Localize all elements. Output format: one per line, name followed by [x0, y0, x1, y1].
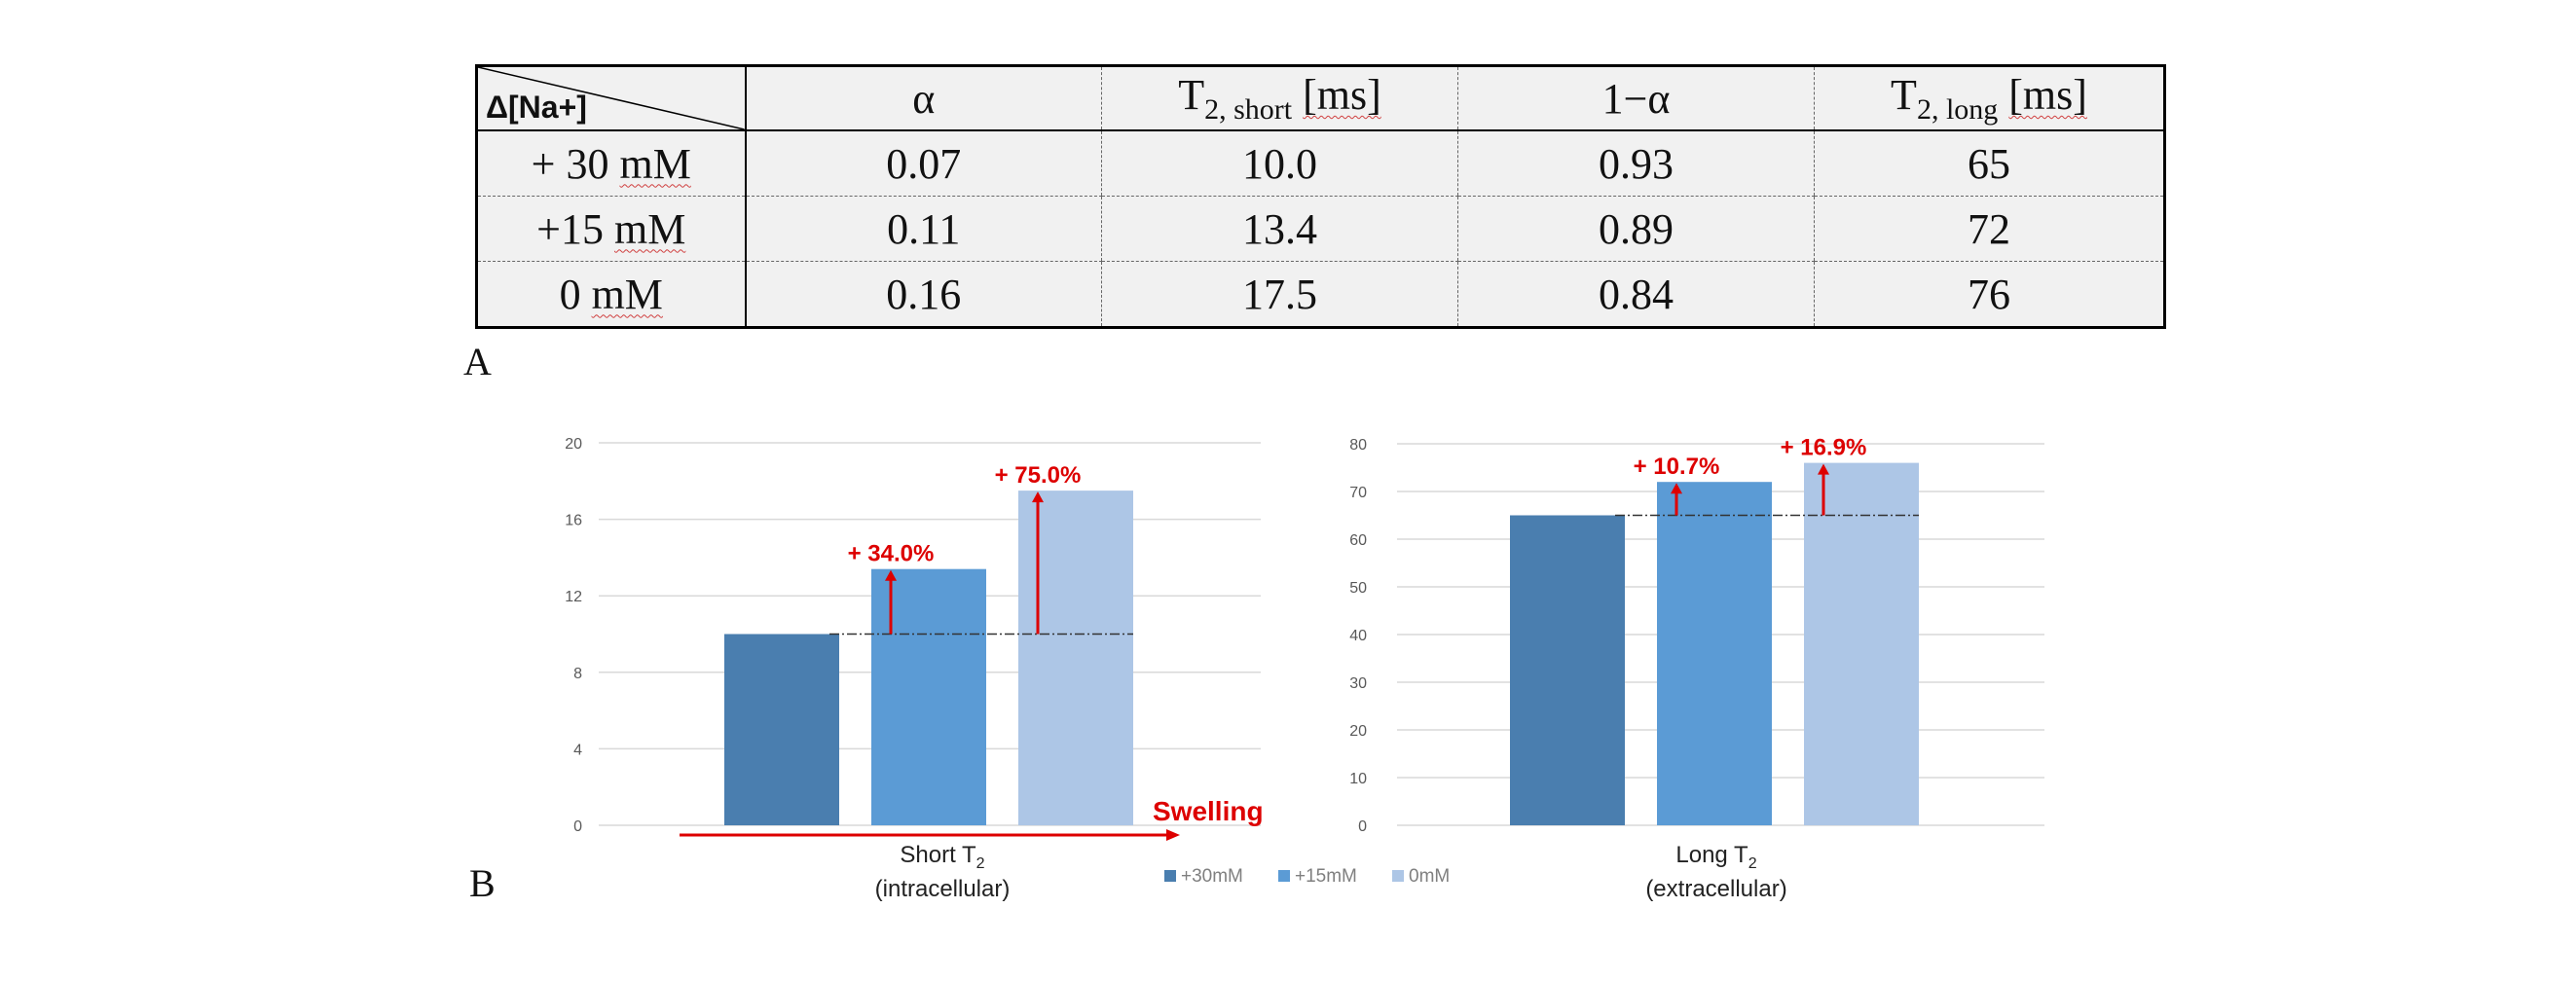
panel-label-a: A: [463, 340, 492, 383]
table-row: + 30 mM 0.07 10.0 0.93 65: [476, 130, 2165, 197]
bar-15mm: [1657, 482, 1772, 825]
y-tick-label: 12: [565, 589, 582, 605]
y-tick-label: 20: [565, 436, 582, 453]
header-t2-long: T2, long [ms]: [1814, 65, 2165, 131]
percent-label: + 16.9%: [1781, 435, 1867, 461]
y-tick-label: 0: [573, 818, 582, 835]
panel-label-b: B: [469, 861, 496, 905]
table-row: +15 mM 0.11 13.4 0.89 72: [476, 196, 2165, 262]
cell-t2-short: 13.4: [1101, 196, 1458, 262]
cell-t2-long: 76: [1814, 261, 2165, 328]
cell-t2-short: 10.0: [1101, 130, 1458, 197]
table-corner-cell: Δ[Na+]: [476, 65, 747, 131]
cell-alpha: 0.16: [745, 261, 1102, 328]
increase-arrow-head: [885, 569, 897, 581]
corner-diagonal: [478, 67, 745, 129]
legend-swatch: [1164, 870, 1176, 882]
x-axis-label: Long T2: [1675, 842, 1756, 872]
swelling-arrow-head: [1166, 829, 1180, 841]
swelling-label: Swelling: [1153, 796, 1264, 826]
cell-one-minus-alpha: 0.89: [1457, 196, 1815, 262]
y-tick-label: 60: [1349, 532, 1367, 549]
x-axis-label-line2: (extracellular): [1645, 876, 1786, 902]
bar-0mm: [1804, 462, 1919, 825]
y-tick-label: 80: [1349, 437, 1367, 454]
y-tick-label: 4: [573, 742, 582, 758]
cell-alpha: 0.11: [745, 196, 1102, 262]
cell-t2-long: 65: [1814, 130, 2165, 197]
cell-t2-long: 72: [1814, 196, 2165, 262]
y-tick-label: 40: [1349, 628, 1367, 644]
y-tick-label: 8: [573, 666, 582, 682]
corner-label: Δ[Na+]: [486, 90, 587, 125]
row-label: 0 mM: [476, 261, 747, 328]
cell-one-minus-alpha: 0.84: [1457, 261, 1815, 328]
table-header-row: Δ[Na+] α T2, short [ms] 1−α T2, long [ms…: [476, 65, 2165, 131]
bar-30mm: [1510, 515, 1625, 825]
y-tick-label: 20: [1349, 723, 1367, 740]
bar-30mm: [724, 634, 839, 825]
parameter-table: Δ[Na+] α T2, short [ms] 1−α T2, long [ms…: [475, 64, 2166, 329]
row-label: + 30 mM: [476, 130, 747, 197]
row-label: +15 mM: [476, 196, 747, 262]
percent-label: + 10.7%: [1634, 454, 1720, 480]
table-row: 0 mM 0.16 17.5 0.84 76: [476, 261, 2165, 328]
increase-arrow-head: [1671, 483, 1682, 494]
x-axis-label-line2: (intracellular): [875, 876, 1011, 902]
bar-0mm: [1018, 490, 1133, 825]
cell-one-minus-alpha: 0.93: [1457, 130, 1815, 197]
y-tick-label: 50: [1349, 580, 1367, 597]
increase-arrow-head: [1818, 463, 1829, 475]
legend-swatch: [1392, 870, 1404, 882]
increase-arrow-head: [1032, 491, 1044, 503]
y-tick-label: 0: [1358, 818, 1367, 835]
legend-label: +30mM: [1181, 866, 1243, 887]
short-t2-chart: 0 4 8 12 16 20 + 34.0% + 75.0% Short T2 (intracel…: [565, 436, 1263, 902]
percent-label: + 75.0%: [995, 462, 1082, 489]
header-one-minus-alpha: 1−α: [1457, 65, 1815, 131]
legend-swatch: [1278, 870, 1290, 882]
header-t2-short: T2, short [ms]: [1101, 65, 1458, 131]
legend-label: 0mM: [1409, 866, 1450, 887]
y-tick-label: 70: [1349, 485, 1367, 501]
x-axis-label: Short T2: [900, 842, 984, 872]
long-t2-chart: 0 10 20 30 40 50 60 70 80 + 10.7% + 16.9% Long T2 (e…: [1349, 435, 2044, 902]
header-alpha: α: [745, 65, 1102, 131]
legend: +30mM +15mM 0mM: [1164, 866, 1450, 887]
bar-15mm: [871, 568, 986, 825]
y-tick-label: 30: [1349, 675, 1367, 692]
y-tick-label: 16: [565, 513, 582, 529]
y-tick-label: 10: [1349, 771, 1367, 787]
cell-alpha: 0.07: [745, 130, 1102, 197]
percent-label: + 34.0%: [848, 541, 935, 567]
cell-t2-short: 17.5: [1101, 261, 1458, 328]
legend-label: +15mM: [1295, 866, 1357, 887]
